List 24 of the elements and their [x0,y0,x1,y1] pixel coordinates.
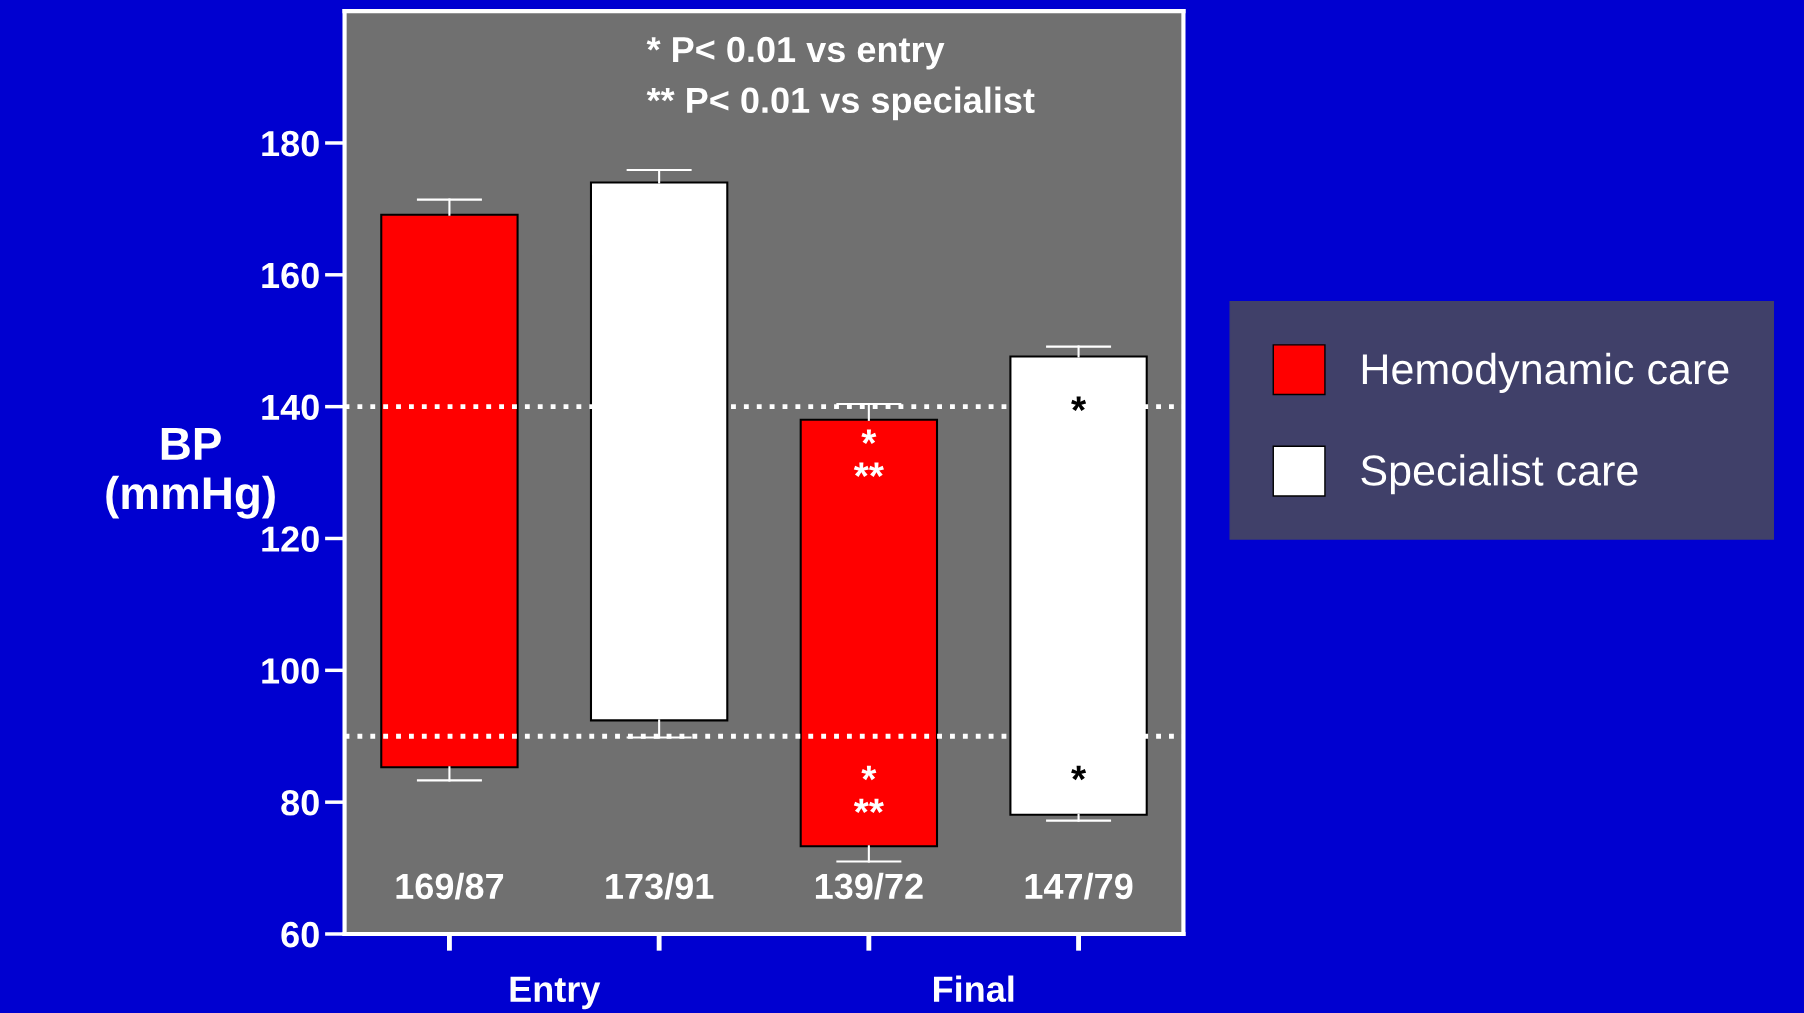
text: Final [934,975,1014,1003]
y-tick-label: 100 [262,658,319,684]
annotation: 173/91 [606,872,714,900]
annotation: 147/79 [1025,872,1133,900]
y-tick-label: 60 [281,921,319,948]
y-axis-title: BP (mmHg) [106,428,275,519]
y-tick-label: 160 [262,262,319,289]
annotation: ** [853,462,884,477]
annotation: * [1071,396,1087,412]
annotation: * [861,429,877,444]
annotation: ** [853,798,884,814]
annotation: 169/87 [396,872,504,900]
annotation: 139/72 [815,872,923,900]
y-tick-label: 80 [281,790,319,816]
annotation: * P< 0.01 vs entry [646,36,945,70]
annotation: * [1071,765,1087,781]
legend-label: Hemodynamic care [1362,352,1729,393]
text: Entry [510,976,601,1010]
legend-label: Specialist care [1361,454,1638,495]
y-tick-label: 140 [262,394,319,421]
annotation: * [861,765,877,781]
y-tick-label: 120 [262,526,319,552]
annotation: ** P< 0.01 vs specialist [646,86,1035,121]
y-tick-label: 180 [262,130,319,157]
